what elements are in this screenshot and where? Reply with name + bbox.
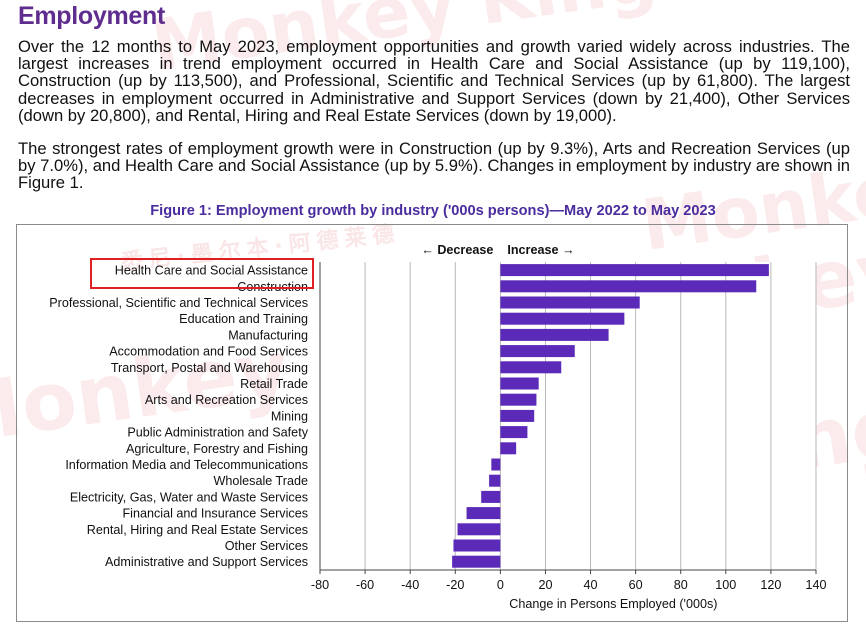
bar: [489, 474, 501, 487]
page-title: Employment: [18, 2, 166, 30]
category-label: Construction: [237, 280, 308, 294]
x-tick-label: 80: [674, 578, 688, 592]
category-label: Education and Training: [179, 312, 308, 326]
bar: [453, 539, 501, 552]
figure-caption: Figure 1: Employment growth by industry …: [150, 203, 716, 219]
bar: [452, 555, 501, 568]
paragraph-intro: Over the 12 months to May 2023, employme…: [18, 37, 850, 125]
category-label: Retail Trade: [240, 377, 308, 391]
category-label: Accommodation and Food Services: [109, 345, 308, 359]
bar: [466, 507, 501, 520]
bar: [500, 296, 640, 309]
bar: [500, 280, 757, 293]
highlight-annotation-box: [90, 258, 314, 289]
category-label: Agriculture, Forestry and Fishing: [126, 442, 308, 456]
category-label: Rental, Hiring and Real Estate Services: [87, 523, 308, 537]
bar: [491, 458, 501, 471]
category-label: Health Care and Social Assistance: [115, 264, 308, 278]
bar: [500, 345, 575, 358]
bar: [500, 264, 769, 277]
figure-frame: [16, 224, 848, 622]
x-tick-label: 140: [805, 578, 826, 592]
category-label: Arts and Recreation Services: [145, 393, 308, 407]
x-tick-label: -80: [311, 578, 329, 592]
bar: [500, 361, 562, 374]
bar: [457, 523, 501, 536]
category-label: Manufacturing: [228, 328, 308, 342]
x-tick-label: 100: [715, 578, 736, 592]
category-label: Administrative and Support Services: [105, 555, 308, 569]
x-tick-label: 40: [584, 578, 598, 592]
category-label: Information Media and Telecommunications: [65, 458, 308, 472]
x-tick-label: 120: [760, 578, 781, 592]
category-label: Professional, Scientific and Technical S…: [49, 296, 308, 310]
bar: [500, 393, 537, 406]
bar: [500, 312, 625, 325]
x-tick-label: 60: [629, 578, 643, 592]
x-tick-label: 20: [538, 578, 552, 592]
category-label: Electricity, Gas, Water and Waste Servic…: [70, 490, 308, 504]
category-label: Other Services: [225, 539, 308, 553]
paragraph-growth-rates: The strongest rates of employment growth…: [18, 139, 850, 193]
category-label: Financial and Insurance Services: [122, 507, 308, 521]
bar: [500, 409, 535, 422]
increase-label: Increase →: [507, 243, 574, 257]
bar: [481, 490, 501, 503]
x-tick-label: 0: [497, 578, 504, 592]
x-tick-label: -40: [401, 578, 419, 592]
bar: [500, 377, 539, 390]
category-label: Wholesale Trade: [213, 474, 308, 488]
x-tick-label: -60: [356, 578, 374, 592]
decrease-label: ← Decrease: [421, 243, 493, 257]
bar: [500, 442, 517, 455]
bar: [500, 328, 609, 341]
bar: [500, 426, 528, 439]
category-label: Public Administration and Safety: [127, 426, 308, 440]
category-label: Mining: [271, 409, 308, 423]
x-axis-title: Change in Persons Employed ('000s): [509, 597, 717, 611]
x-tick-label: -20: [446, 578, 464, 592]
category-label: Transport, Postal and Warehousing: [111, 361, 308, 375]
